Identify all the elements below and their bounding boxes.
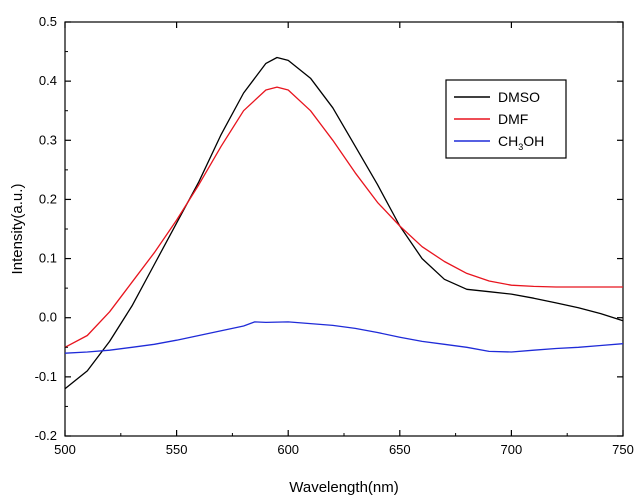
y-tick-label: -0.2 — [35, 428, 57, 443]
x-tick-label: 700 — [501, 442, 523, 457]
series-line-ch3oh — [64, 321, 624, 354]
y-tick-label: 0.1 — [39, 251, 57, 266]
legend-label: DMSO — [498, 89, 540, 105]
series-layer — [64, 56, 624, 390]
legend-label: CH3OH — [498, 133, 544, 152]
y-tick-label: 0.0 — [39, 310, 57, 325]
axes-layer: 500 550 600 650 700 750 -0.2 -0.1 0.0 0.1 0.2 0.3 0.… — [35, 14, 634, 457]
x-axis-title: Wavelength(nm) — [289, 479, 398, 496]
y-tick-label: 0.2 — [39, 191, 57, 206]
y-tick-label: -0.1 — [35, 369, 57, 384]
x-tick-label: 650 — [389, 442, 411, 457]
y-tick-label: 0.5 — [39, 14, 57, 29]
legend-label: DMF — [498, 111, 528, 127]
x-tick-label: 600 — [277, 442, 299, 457]
x-tick-label: 750 — [612, 442, 634, 457]
series-line-dmf — [64, 86, 623, 348]
y-axis-title: Intensity(a.u.) — [9, 184, 26, 275]
series-line-dmso — [64, 56, 624, 390]
y-tick-label: 0.4 — [39, 73, 57, 88]
x-tick-label: 550 — [166, 442, 188, 457]
x-tick-label: 500 — [54, 442, 76, 457]
y-tick-label: 0.3 — [39, 132, 57, 147]
legend: DMSO DMF CH3OH — [445, 79, 567, 159]
